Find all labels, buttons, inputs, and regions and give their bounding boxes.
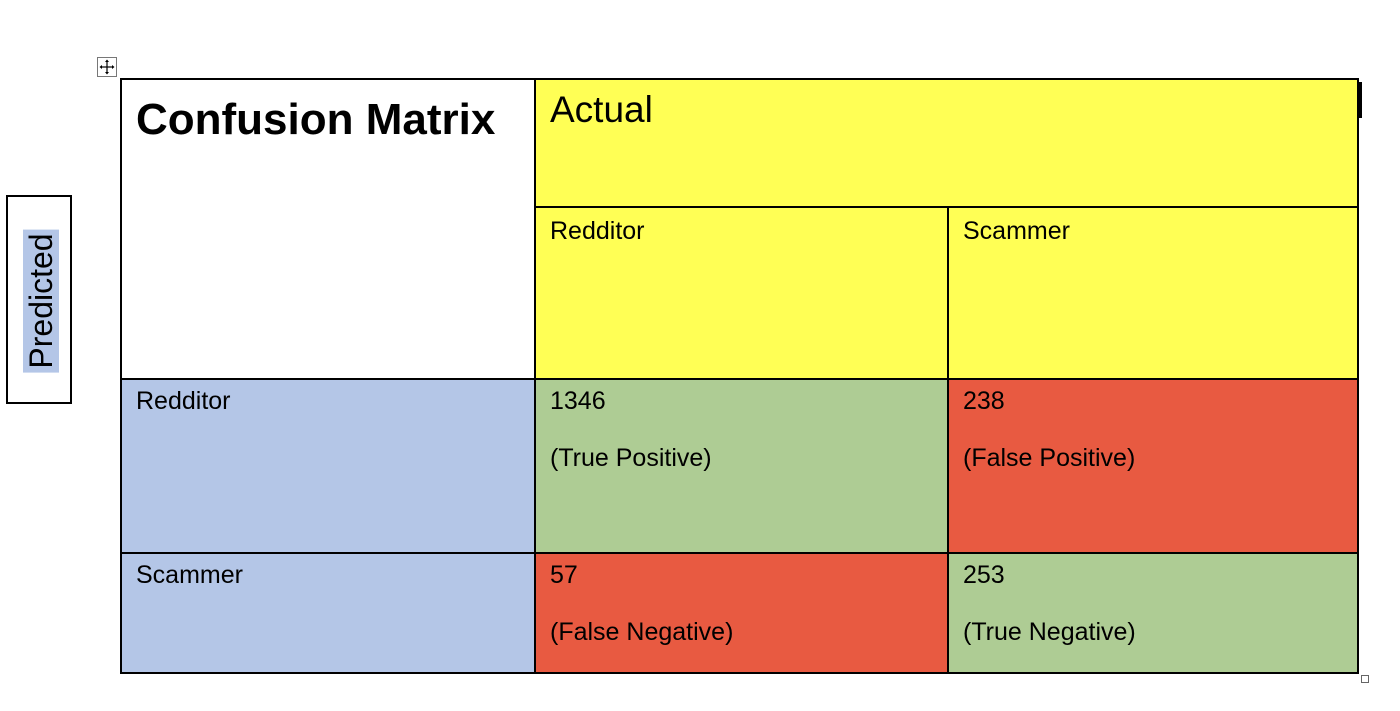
table-bottom-border (120, 672, 1359, 674)
actual-header-cell: Actual (534, 78, 1359, 207)
true-positive-cell: 1346 (True Positive) (534, 378, 948, 553)
actual-class-scammer-cell: Scammer (947, 206, 1359, 379)
matrix-title: Confusion Matrix (136, 95, 496, 144)
actual-class-label: Scammer (963, 217, 1070, 245)
cell-count: 253 (963, 561, 1005, 589)
cell-category-label: (False Negative) (550, 618, 734, 646)
predicted-label-box: Predicted (6, 195, 72, 404)
predicted-label: Predicted (23, 229, 59, 373)
cell-category-label: (True Positive) (550, 444, 712, 472)
false-negative-cell: 57 (False Negative) (534, 552, 948, 674)
table-resize-handle-icon[interactable] (1361, 675, 1369, 683)
cell-count: 1346 (550, 387, 606, 415)
table-move-handle-icon[interactable] (97, 57, 117, 77)
cell-category-label: (False Positive) (963, 444, 1136, 472)
table-right-border (1357, 78, 1359, 674)
actual-class-label: Redditor (550, 217, 645, 245)
matrix-title-cell: Confusion Matrix (120, 78, 534, 379)
predicted-class-scammer-cell: Scammer (120, 552, 534, 674)
predicted-class-redditor-cell: Redditor (120, 378, 534, 553)
actual-header: Actual (550, 89, 653, 130)
cell-count: 238 (963, 387, 1005, 415)
actual-class-redditor-cell: Redditor (534, 206, 948, 379)
cell-count: 57 (550, 561, 578, 589)
false-positive-cell: 238 (False Positive) (947, 378, 1359, 553)
predicted-class-label: Redditor (136, 387, 231, 415)
predicted-class-label: Scammer (136, 561, 243, 589)
true-negative-cell: 253 (True Negative) (947, 552, 1359, 674)
text-cursor (1359, 82, 1362, 118)
cell-category-label: (True Negative) (963, 618, 1136, 646)
